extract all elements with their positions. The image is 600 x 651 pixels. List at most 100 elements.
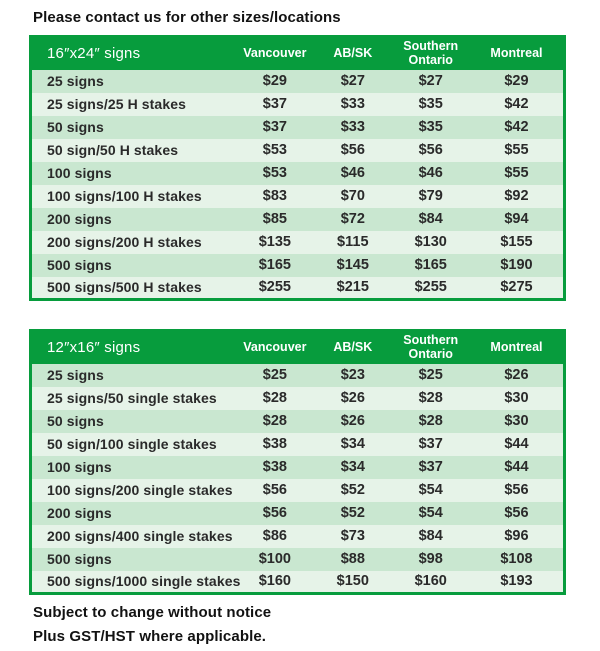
price-cell: $150 xyxy=(336,573,369,590)
price-cell: $38 xyxy=(262,436,287,452)
table-row: 25 signs $25 $23 $25 $26 xyxy=(30,363,565,387)
price-cell: $160 xyxy=(258,573,291,590)
price-cell: $56 xyxy=(340,142,365,158)
price-cell: $37 xyxy=(418,459,443,475)
price-cell: $215 xyxy=(336,279,369,296)
table-row: 500 signs/500 H stakes $255 $215 $255 $275 xyxy=(30,276,565,300)
price-cell: $23 xyxy=(340,367,365,383)
price-cell: $130 xyxy=(414,234,447,250)
table-row: 200 signs/200 H stakes $135 $115 $130 $155 xyxy=(30,230,565,254)
column-header-montreal: Montreal xyxy=(469,36,565,70)
price-cell: $25 xyxy=(418,367,443,383)
table-row: 100 signs $53 $46 $46 $55 xyxy=(30,161,565,185)
price-cell: $94 xyxy=(504,211,529,227)
table-row: 25 signs $29 $27 $27 $29 xyxy=(30,69,565,93)
price-cell: $145 xyxy=(336,257,369,273)
price-cell: $190 xyxy=(500,257,533,273)
price-cell: $155 xyxy=(500,234,533,250)
table-row: 200 signs $56 $52 $54 $56 xyxy=(30,501,565,525)
price-cell: $275 xyxy=(500,279,533,296)
price-cell: $53 xyxy=(262,142,287,158)
column-header-montreal: Montreal xyxy=(469,330,565,364)
price-cell: $88 xyxy=(340,551,365,567)
price-cell: $46 xyxy=(340,165,365,181)
price-cell: $30 xyxy=(504,413,529,429)
price-cell: $26 xyxy=(340,413,365,429)
price-cell: $25 xyxy=(262,367,287,383)
item-label: 100 signs xyxy=(47,165,112,181)
price-cell: $46 xyxy=(418,165,443,181)
table-row: 100 signs/100 H stakes $83 $70 $79 $92 xyxy=(30,184,565,208)
item-label: 500 signs xyxy=(47,551,112,567)
price-cell: $34 xyxy=(340,459,365,475)
item-label: 50 sign/100 single stakes xyxy=(47,436,217,452)
price-cell: $35 xyxy=(418,96,443,112)
price-cell: $35 xyxy=(418,119,443,135)
price-cell: $135 xyxy=(258,234,291,250)
column-header-southern-ontario: Southern Ontario xyxy=(391,330,470,364)
price-cell: $33 xyxy=(340,96,365,112)
table-row: 200 signs/400 single stakes $86 $73 $84 $96 xyxy=(30,524,565,548)
price-cell: $27 xyxy=(340,73,365,89)
price-cell: $193 xyxy=(500,573,533,590)
price-cell: $37 xyxy=(262,119,287,135)
table-row: 200 signs $85 $72 $84 $94 xyxy=(30,207,565,231)
price-cell: $92 xyxy=(504,188,529,204)
table-row: 100 signs $38 $34 $37 $44 xyxy=(30,455,565,479)
item-label: 50 sign/50 H stakes xyxy=(47,142,179,158)
price-cell: $53 xyxy=(262,165,287,181)
price-cell: $52 xyxy=(340,482,365,498)
table-header-row: 12″x16″ signs Vancouver AB/SK Southern Onta… xyxy=(30,330,565,364)
item-label: 200 signs xyxy=(47,211,112,227)
price-cell: $27 xyxy=(418,73,443,89)
price-table-12x16-signs: 12″x16″ signs Vancouver AB/SK Southern Onta… xyxy=(29,329,566,595)
price-cell: $29 xyxy=(262,73,287,89)
price-cell: $115 xyxy=(337,234,369,250)
price-cell: $28 xyxy=(418,390,443,406)
price-cell: $160 xyxy=(414,573,447,590)
table-row: 50 sign/100 single stakes $38 $34 $37 $44 xyxy=(30,432,565,456)
price-cell: $33 xyxy=(340,119,365,135)
price-cell: $73 xyxy=(340,528,365,544)
price-cell: $165 xyxy=(414,257,447,273)
price-cell: $96 xyxy=(504,528,529,544)
price-cell: $54 xyxy=(418,505,443,521)
table-size-label: 12″x16″ signs xyxy=(30,330,236,364)
item-label: 50 signs xyxy=(47,413,104,429)
price-cell: $34 xyxy=(340,436,365,452)
item-label: 200 signs/200 H stakes xyxy=(47,234,202,250)
price-cell: $52 xyxy=(340,505,365,521)
footer-notes: Subject to change without notice Plus GS… xyxy=(33,604,600,645)
column-header-southern-ontario: Southern Ontario xyxy=(391,36,470,70)
table-row: 500 signs $100 $88 $98 $108 xyxy=(30,547,565,571)
price-cell: $255 xyxy=(414,279,447,296)
table-row: 500 signs/1000 single stakes $160 $150 $160… xyxy=(30,570,565,594)
item-label: 25 signs/25 H stakes xyxy=(47,96,186,112)
price-cell: $100 xyxy=(258,551,291,567)
item-label: 100 signs/100 H stakes xyxy=(47,188,202,204)
note-gst-hst: Plus GST/HST where applicable. xyxy=(33,628,267,645)
table-row: 500 signs $165 $145 $165 $190 xyxy=(30,253,565,277)
price-cell: $54 xyxy=(418,482,443,498)
item-label: 50 signs xyxy=(47,119,104,135)
price-cell: $72 xyxy=(340,211,365,227)
item-label: 100 signs/200 single stakes xyxy=(47,482,233,498)
table-row: 50 signs $28 $26 $28 $30 xyxy=(30,409,565,433)
price-table-16x24-signs: 16″x24″ signs Vancouver AB/SK Southern Onta… xyxy=(29,35,566,301)
price-cell: $255 xyxy=(258,279,291,296)
price-cell: $55 xyxy=(504,165,529,181)
item-label: 500 signs/1000 single stakes xyxy=(47,573,241,590)
column-header-ab-sk: AB/SK xyxy=(314,36,392,70)
price-cell: $85 xyxy=(262,211,287,227)
price-cell: $56 xyxy=(418,142,443,158)
table-header-row: 16″x24″ signs Vancouver AB/SK Southern Onta… xyxy=(30,36,565,70)
note-subject-to-change: Subject to change without notice xyxy=(33,604,272,621)
price-cell: $79 xyxy=(418,188,443,204)
price-cell: $44 xyxy=(504,436,529,452)
price-cell: $38 xyxy=(262,459,287,475)
price-cell: $56 xyxy=(504,505,529,521)
price-cell: $37 xyxy=(262,96,287,112)
item-label: 25 signs xyxy=(47,73,104,89)
price-cell: $56 xyxy=(262,482,287,498)
